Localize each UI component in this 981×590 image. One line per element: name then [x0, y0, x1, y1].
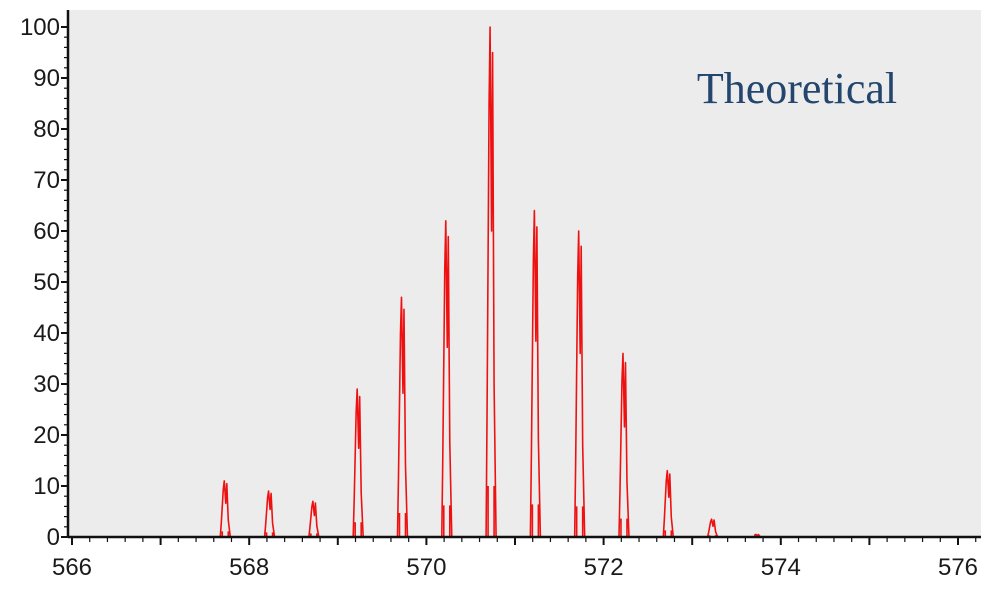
axes-layer: 0 10 20 30 40 50 60 70 80 90 100 566 568 570 572 574 576	[20, 10, 981, 581]
y-tick-label: 0	[47, 524, 60, 551]
x-tick-label: 568	[229, 554, 269, 581]
y-tick-label: 40	[33, 320, 60, 347]
x-tick-label: 566	[52, 554, 92, 581]
y-tick-label: 70	[33, 167, 60, 194]
y-tick-label: 100	[20, 14, 60, 41]
peak-9	[573, 230, 586, 538]
y-tick-label: 30	[33, 371, 60, 398]
y-tick-label: 90	[33, 65, 60, 92]
x-tick-label: 574	[761, 554, 801, 581]
peak-7	[485, 26, 497, 538]
peak-10	[618, 352, 630, 538]
peak-8	[529, 209, 542, 538]
theoretical-annotation: Theoretical	[697, 64, 897, 113]
y-tick-label: 60	[33, 218, 60, 245]
peak-6	[440, 220, 453, 538]
y-tick-label: 20	[33, 422, 60, 449]
y-tick-label: 50	[33, 269, 60, 296]
x-tick-label: 570	[406, 554, 446, 581]
plot-background	[68, 10, 981, 537]
y-tick-label: 80	[33, 116, 60, 143]
y-tick-label: 10	[33, 473, 60, 500]
x-tick-label: 576	[938, 554, 978, 581]
x-tick-label: 572	[584, 554, 624, 581]
peak-4	[352, 388, 364, 538]
peak-5	[396, 296, 409, 538]
